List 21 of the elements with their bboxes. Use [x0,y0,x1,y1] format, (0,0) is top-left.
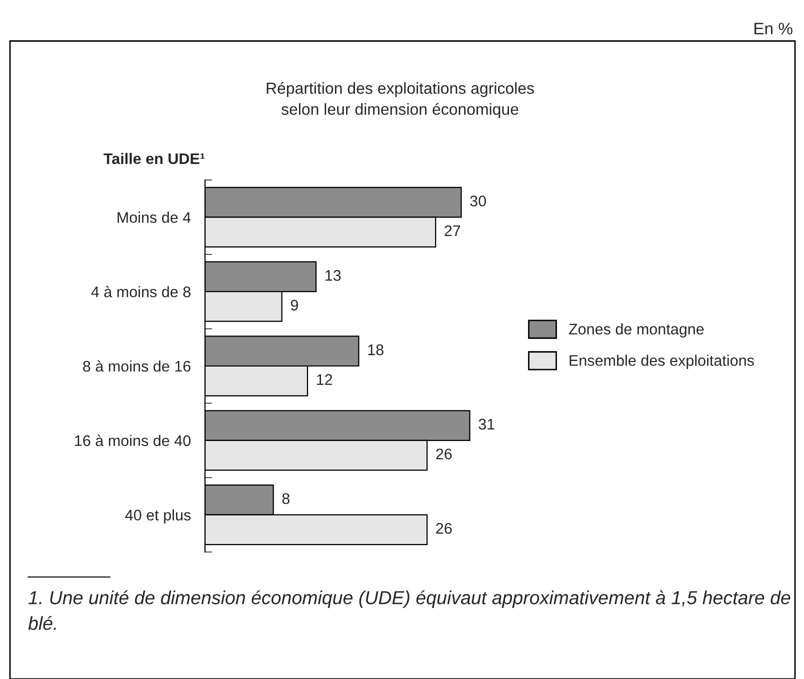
legend-label: Zones de montagne [568,323,704,338]
y-tick-label: 40 et plus [125,509,191,524]
y-axis-title: Taille en UDE¹ [104,152,205,164]
data-label: 31 [478,418,494,430]
data-label: 26 [436,448,452,460]
text: En % [754,22,792,34]
legend-label: Ensemble des exploitations [570,354,754,369]
chart-title: Répartition des exploitations agricoles selon leur dimension économique [266,82,534,118]
y-tick-label: 4 à moins de 8 [91,286,190,298]
data-label: 27 [444,225,460,236]
data-label: 18 [368,344,384,356]
data-label: 30 [470,196,486,206]
y-tick-label: 8 à moins de 16 [83,360,190,372]
y-tick-label: Moins de 4 [118,212,191,223]
data-label: 9 [290,300,298,311]
data-label: 26 [436,522,452,534]
data-label: 8 [282,493,290,504]
text: 1. Une unité de dimension économique (UDE) équivaut approximativement à 1,5 hectare de blé. [28,590,790,630]
y-tick-label: 16 à moins de 40 [75,434,191,446]
data-label: 13 [326,270,341,281]
data-label: 12 [316,374,332,385]
